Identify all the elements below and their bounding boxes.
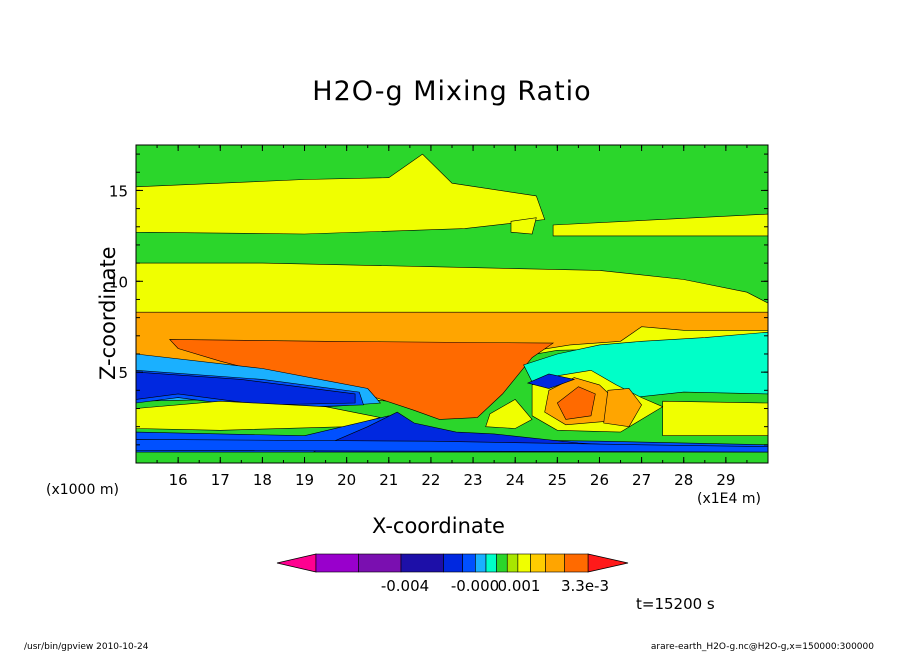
contour-region-10 [136,371,356,406]
colorbar-swatch-12 [564,553,589,573]
colorbar-label-0: -0.004 [381,577,429,595]
colorbar-swatch-6 [485,553,497,573]
contour-region-6 [169,339,555,420]
x-tick-label-21: 21 [379,471,398,489]
time-label: t=15200 s [636,595,715,613]
colorbar-swatch-9 [517,553,531,573]
chart-title: H2O-g Mixing Ratio [312,76,592,107]
colorbar-swatch-1 [358,553,402,573]
x-scale-label: (x1E4 m) [697,491,761,507]
x-tick-label-27: 27 [632,471,651,489]
colorbar-high-extension [587,553,629,573]
x-tick-label-24: 24 [506,471,525,489]
x-tick-label-29: 29 [716,471,735,489]
x-tick-label-22: 22 [421,471,440,489]
colorbar-low-extension [276,553,317,573]
x-axis-label: X-coordinate [372,514,505,538]
colorbar-label-1: -0.000 [451,577,499,595]
x-tick-label-18: 18 [253,471,272,489]
colorbar-label-2: 0.001 [498,577,541,595]
y-axis-label: Z-coordinate [96,246,120,380]
contour-region-3 [552,213,768,237]
y-tick-label-5: 5 [118,364,128,382]
x-tick-label-23: 23 [464,471,483,489]
contour-region-22 [136,439,768,453]
colorbar-swatch-4 [462,553,476,573]
x-tick-label-19: 19 [295,471,314,489]
x-tick-label-26: 26 [590,471,609,489]
footer-right: arare-earth_H2O-g.nc@H2O-g,x=150000:3000… [650,642,874,652]
y-tick-label-10: 10 [109,273,128,291]
contour-region-13 [603,388,642,428]
colorbar-swatch-2 [400,553,444,573]
colorbar-swatch-5 [475,553,487,573]
contour-region-15 [526,373,576,389]
x-tick-label-20: 20 [337,471,356,489]
contour-region-14 [556,386,596,420]
x-tick-label-28: 28 [674,471,693,489]
colorbar-swatch-8 [506,553,519,573]
x-tick-label-25: 25 [548,471,567,489]
colorbar-swatch-10 [530,553,546,573]
contour-region-21 [136,451,768,463]
x-tick-label-16: 16 [169,471,188,489]
colorbar-label-3: 3.3e-3 [561,577,609,595]
footer-left: /usr/bin/gpview 2010-10-24 [24,642,149,652]
colorbar-swatch-7 [496,553,508,573]
contour-region-18 [662,400,768,437]
colorbar-swatch-0 [315,553,359,573]
contour-region-1 [136,153,546,235]
contour-region-17 [485,399,533,429]
x-unit-label: (x1000 m) [46,482,119,498]
colorbar-swatch-3 [443,553,463,573]
y-tick-label-15: 15 [109,182,128,200]
x-tick-label-17: 17 [211,471,230,489]
contour-region-2 [510,217,537,235]
colorbar-swatch-11 [545,553,565,573]
